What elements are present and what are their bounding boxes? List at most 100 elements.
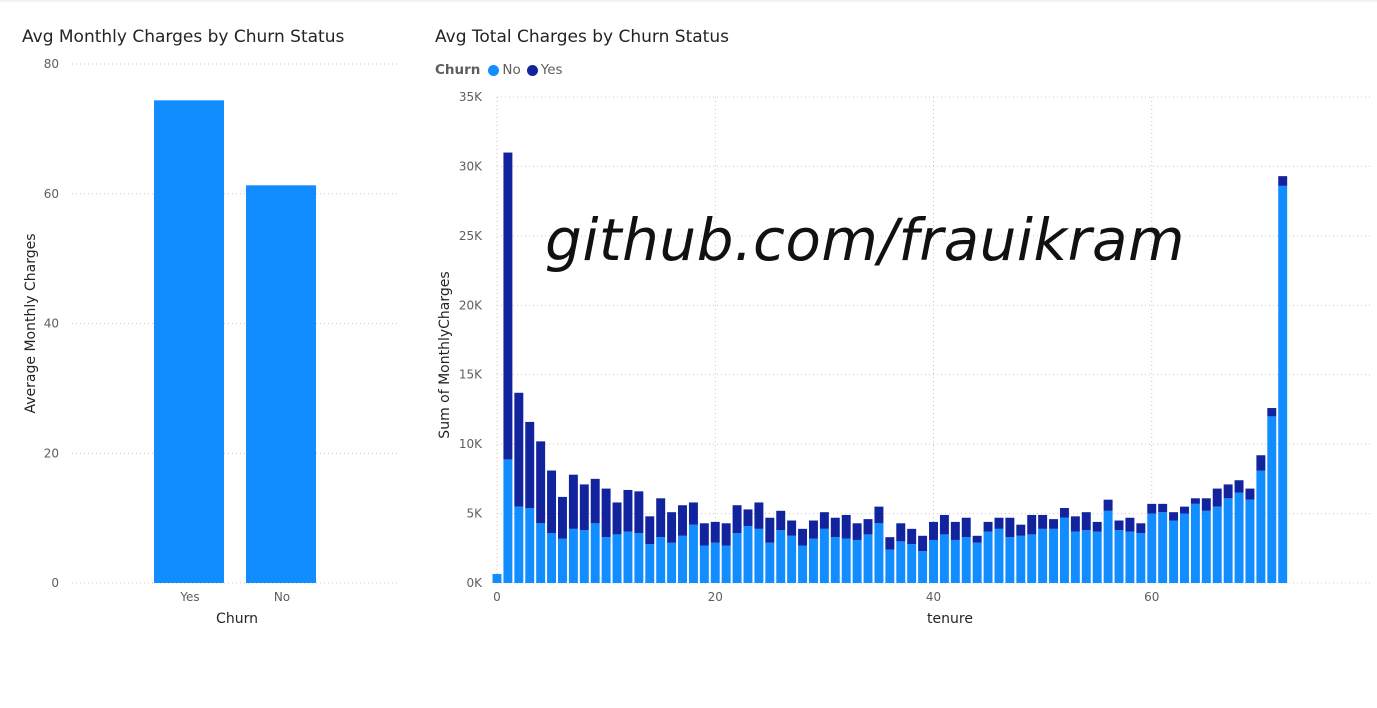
- bar-segment-yes: [645, 516, 655, 545]
- bar-segment-no: [1158, 512, 1168, 583]
- chart-avg-monthly-svg: 0 20 40 60 80 Yes No Churn Average Monthly Charg…: [23, 57, 400, 627]
- bar-segment-no: [994, 528, 1004, 583]
- bar-segment-no: [1092, 531, 1102, 583]
- bar-segment-no: [830, 537, 840, 583]
- bar-segment-yes: [1180, 506, 1189, 514]
- legend[interactable]: Churn No Yes: [435, 62, 569, 78]
- bar-segment-no: [1234, 492, 1244, 583]
- legend-title: Churn: [435, 62, 481, 78]
- legend-label-yes: Yes: [540, 62, 563, 78]
- bar-segment-yes: [874, 506, 884, 524]
- bar-segment-yes: [765, 517, 775, 543]
- bar-segment-yes: [536, 441, 546, 524]
- bar-segment-no: [961, 537, 971, 583]
- bar-segment-no: [1147, 513, 1157, 583]
- bar-segment-no: [808, 538, 818, 583]
- bar-segment-no: [1059, 517, 1069, 583]
- x-tick-label: 20: [708, 590, 723, 604]
- bar-segment-no: [1267, 416, 1277, 583]
- y-tick-label: 60: [44, 187, 59, 201]
- bar-segment-yes: [568, 474, 578, 529]
- bar-segment-yes: [754, 502, 764, 529]
- chart-avg-monthly-charges[interactable]: Avg Monthly Charges by Churn Status 0 20 4…: [0, 0, 410, 640]
- bar-segment-yes: [601, 488, 611, 538]
- x-tick-label: 60: [1144, 590, 1159, 604]
- bar-segment-yes: [776, 510, 786, 531]
- chart-title: Avg Total Charges by Churn Status: [435, 27, 729, 47]
- bar-segment-no: [699, 545, 709, 583]
- bar-segment-no: [918, 551, 928, 583]
- bar-segment-yes: [896, 523, 906, 542]
- bar-segment-no: [612, 534, 622, 583]
- bar-segment-yes: [863, 519, 873, 535]
- bar-segment-yes: [1212, 488, 1222, 507]
- y-tick-label: 20K: [459, 298, 483, 312]
- y-tick-label: 30K: [459, 159, 483, 173]
- bar-segment-yes: [1223, 484, 1233, 499]
- bar-segment-no: [874, 523, 884, 583]
- bar-segment-no: [1180, 513, 1189, 583]
- bar-segment-no: [1169, 520, 1179, 583]
- chart-avg-total-svg: 0K 5K 10K 15K 20K 25K 30K 35K 0 20 40 60 tenure Sum o…: [437, 90, 1370, 627]
- legend-item-yes[interactable]: Yes: [526, 62, 563, 78]
- bar-segment-no: [503, 459, 513, 583]
- bar-segment-no: [1245, 499, 1255, 583]
- bar-segment-no: [525, 508, 535, 583]
- bar-segment-no: [907, 544, 917, 583]
- bar-segment-yes: [525, 421, 535, 509]
- bar-segment-yes: [1049, 519, 1059, 529]
- bar-segment-no: [743, 526, 753, 583]
- bar-segment-yes: [1256, 455, 1266, 471]
- y-tick-label: 35K: [459, 90, 483, 104]
- bar-segment-no: [558, 538, 567, 583]
- bar-segment-yes: [590, 478, 600, 524]
- bar-segment-yes: [514, 392, 524, 507]
- watermark-text: github.com/frauikram: [545, 206, 1186, 274]
- bar-segment-yes: [787, 520, 797, 536]
- chart-avg-total-charges[interactable]: Avg Total Charges by Churn Status Churn …: [420, 0, 1377, 640]
- bar-segment-yes: [1059, 508, 1069, 518]
- legend-dot-no: [488, 64, 500, 76]
- bar-segment-no: [1256, 470, 1266, 583]
- bar-segment-no: [579, 530, 589, 583]
- y-tick-label: 0: [51, 576, 59, 590]
- legend-label-no: No: [502, 62, 521, 78]
- bar-segment-no: [1278, 185, 1288, 583]
- x-tick-label: 0: [493, 590, 501, 604]
- bar-segment-yes: [1081, 512, 1091, 531]
- bar-segment-yes: [1245, 488, 1255, 500]
- bar-segment-no: [645, 544, 655, 583]
- bar-segment-yes: [1092, 521, 1102, 532]
- bar-segment-no: [787, 535, 797, 583]
- bar-segment-no: [1190, 503, 1200, 583]
- bar-segment-yes: [1158, 503, 1168, 513]
- bar-segment-yes: [612, 502, 622, 535]
- bar-segment-yes: [939, 514, 949, 535]
- bar-segment-no: [776, 530, 786, 583]
- bar-segment-no: [819, 528, 829, 583]
- bar-segment-yes: [667, 512, 677, 543]
- bar-segment-no: [1103, 510, 1113, 583]
- bar-segment-yes: [1147, 503, 1157, 514]
- y-tick-label: 20: [44, 446, 59, 460]
- bar-segment-yes: [688, 502, 698, 525]
- bar-segment-no: [634, 533, 644, 583]
- bar-segment-yes: [907, 528, 917, 545]
- bar-segment-no: [732, 533, 742, 583]
- bar-segment-yes: [634, 491, 644, 534]
- bar-segment-no: [841, 538, 851, 583]
- top-border: [0, 0, 1377, 2]
- bar-segment-no: [601, 537, 611, 583]
- bar-segment-yes: [1278, 176, 1288, 186]
- bar-segment-yes: [798, 528, 808, 546]
- legend-item-no[interactable]: No: [488, 62, 521, 78]
- bar-segment-yes: [950, 521, 960, 540]
- bar-segment-no: [721, 545, 731, 583]
- bar-segment-no: [688, 524, 698, 583]
- bar-segment-yes: [961, 517, 971, 538]
- bar-segment-yes: [808, 520, 818, 539]
- bar-yes: [154, 100, 224, 583]
- bar-segment-yes: [1169, 512, 1179, 521]
- bar-segment-no: [1016, 535, 1026, 583]
- bar-segment-yes: [1027, 514, 1037, 535]
